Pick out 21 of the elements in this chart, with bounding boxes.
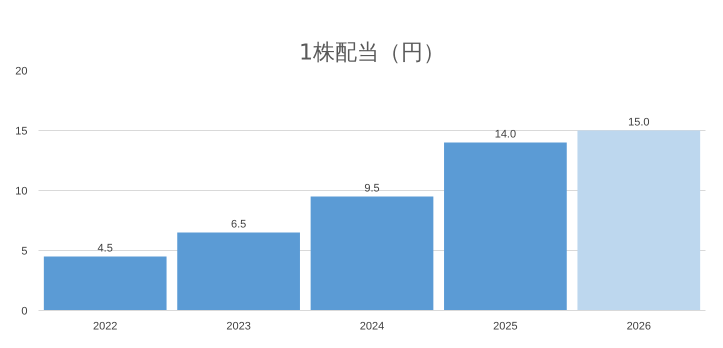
y-tick-label: 15 <box>15 126 28 138</box>
y-tick-label: 10 <box>15 186 28 198</box>
bar <box>577 130 700 310</box>
data-label: 9.5 <box>364 182 380 194</box>
bar <box>177 232 300 310</box>
x-tick-label: 2022 <box>92 320 118 332</box>
data-label: 15.0 <box>628 116 650 128</box>
data-label: 4.5 <box>98 242 113 254</box>
x-tick-label: 2025 <box>493 320 518 332</box>
x-tick-label: 2026 <box>626 320 652 332</box>
chart-title: 1株配当（円） <box>299 40 445 66</box>
x-tick-label: 2024 <box>360 320 384 332</box>
y-tick-label: 5 <box>21 246 28 258</box>
bar <box>310 196 434 310</box>
x-tick-label: 2023 <box>226 320 251 332</box>
data-label: 14.0 <box>494 128 516 140</box>
y-tick-label: 0 <box>21 306 28 318</box>
bar <box>444 142 567 310</box>
data-label: 6.5 <box>230 218 246 230</box>
y-tick-label: 20 <box>15 66 28 78</box>
bar <box>44 256 167 310</box>
